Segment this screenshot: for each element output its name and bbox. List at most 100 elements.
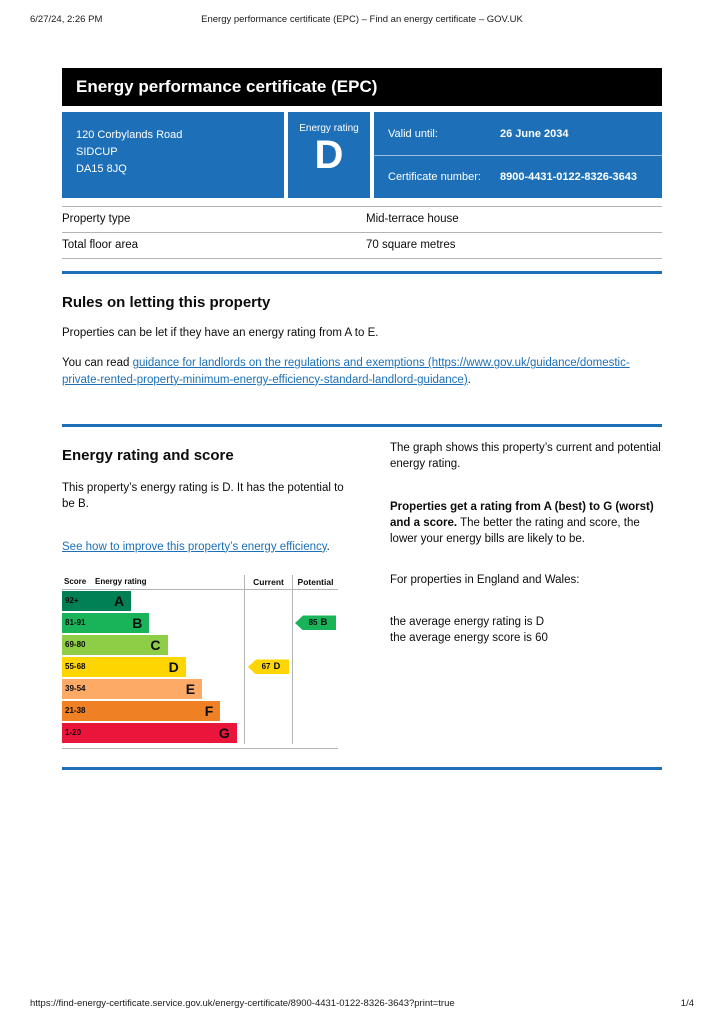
- valid-until-label: Valid until:: [388, 127, 438, 140]
- epc-band-b: 81-91 B: [62, 612, 150, 633]
- band-score-range: 55-68: [65, 662, 86, 672]
- browser-print-footer: https://find-energy-certificate.service.…: [30, 998, 694, 1009]
- score-column-header: Score: [64, 577, 87, 587]
- valid-until-value: 26 June 2034: [500, 127, 569, 140]
- potential-rating-arrow: 85 B: [295, 615, 336, 631]
- potential-rating-cell: [292, 589, 338, 612]
- band-score-range: 69-80: [65, 640, 86, 650]
- current-column-header: Current: [244, 574, 292, 589]
- epc-band-a: 92+ A: [62, 590, 132, 611]
- section-divider: [62, 766, 662, 770]
- energy-rating-box: Energy rating D: [288, 112, 370, 198]
- current-rating-cell: [244, 677, 292, 700]
- band-score-range: 81-91: [65, 618, 86, 628]
- band-letter: F: [204, 702, 214, 719]
- current-rating-arrow: 67 D: [248, 659, 289, 675]
- letting-guidance-text: You can read guidance for landlords on t…: [62, 355, 662, 388]
- guidance-text-prefix: You can read: [62, 357, 133, 370]
- epc-band-f: 21-38 F: [62, 700, 221, 721]
- band-cell: 1-20 G: [62, 722, 244, 744]
- band-letter: B: [132, 614, 143, 631]
- certificate-details-box: Valid until: 26 June 2034 Certificate nu…: [374, 112, 662, 198]
- potential-rating-cell: 85 B: [292, 611, 338, 634]
- table-row: Total floor area 70 square metres: [62, 232, 662, 259]
- rating-summary-text: This property’s energy rating is D. It h…: [62, 481, 344, 511]
- epc-chart-rows: 92+ A 81-91 B 85 B 69-80 C 55-68 D 67 D 39-54 E 21-38 F…: [62, 589, 338, 749]
- band-cell: 39-54 E: [62, 678, 244, 700]
- page-title: Energy performance certificate (EPC): [76, 77, 378, 96]
- potential-rating-cell: [292, 721, 338, 744]
- energy-rating-value: D: [314, 133, 344, 177]
- band-letter: D: [168, 658, 179, 675]
- band-letter: C: [150, 636, 161, 653]
- current-rating-cell: [244, 721, 292, 744]
- epc-band-row-e: 39-54 E: [62, 677, 338, 700]
- rating-section: Energy rating and score This property’s …: [62, 427, 662, 749]
- print-page-indicator: 1/4: [680, 998, 694, 1009]
- band-cell: 21-38 F: [62, 700, 244, 722]
- section-divider: [62, 423, 662, 427]
- epc-chart-header: Score Energy rating Current Potential: [62, 574, 338, 590]
- property-facts-table: Property type Mid-terrace house Total fl…: [62, 206, 662, 259]
- england-wales-text: For properties in England and Wales:: [390, 573, 580, 586]
- potential-rating-cell: [292, 677, 338, 700]
- band-cell: 81-91 B: [62, 612, 244, 634]
- address-line-2: SIDCUP: [76, 146, 118, 159]
- section-divider: [62, 271, 662, 274]
- certificate-number-label: Certificate number:: [388, 171, 481, 183]
- rating-section-right: The graph shows this property’s current …: [390, 427, 662, 647]
- potential-column-header: Potential: [292, 574, 338, 589]
- certificate-number-row: Certificate number: 8900-4431-0122-8326-…: [374, 155, 662, 198]
- graph-explainer-text: The graph shows this property’s current …: [390, 441, 661, 471]
- floor-area-value: 70 square metres: [366, 239, 456, 251]
- browser-print-header: 6/27/24, 2:26 PM Energy performance cert…: [0, 14, 724, 25]
- table-row: Property type Mid-terrace house: [62, 206, 662, 232]
- current-rating-cell: [244, 611, 292, 634]
- potential-rating-cell: [292, 699, 338, 722]
- epc-band-row-f: 21-38 F: [62, 699, 338, 722]
- valid-until-row: Valid until: 26 June 2034: [374, 112, 662, 155]
- epc-band-d: 55-68 D: [62, 656, 186, 677]
- energy-rating-column-header: Energy rating: [95, 577, 147, 587]
- potential-rating-arrow-letter: B: [320, 617, 328, 629]
- band-cell: 69-80 C: [62, 634, 244, 656]
- rating-explainer-rest: The better the rating and score, the low…: [390, 516, 640, 546]
- current-rating-cell: 67 D: [244, 655, 292, 678]
- band-score-range: 92+: [65, 596, 79, 606]
- current-rating-cell: [244, 699, 292, 722]
- average-score-text: the average energy score is 60: [390, 632, 548, 645]
- floor-area-label: Total floor area: [62, 239, 139, 251]
- rating-explainer-bold: Properties get a rating from A (best) to…: [390, 500, 654, 529]
- epc-chart-band-headers: Score Energy rating: [62, 577, 244, 586]
- band-score-range: 1-20: [65, 728, 82, 738]
- certificate-summary: 120 Corbylands Road SIDCUP DA15 8JQ Ener…: [62, 112, 662, 198]
- band-score-range: 21-38: [65, 706, 86, 716]
- print-datetime: 6/27/24, 2:26 PM: [30, 14, 103, 25]
- epc-band-row-a: 92+ A: [62, 589, 338, 612]
- epc-band-row-g: 1-20 G: [62, 721, 338, 744]
- epc-title-banner: Energy performance certificate (EPC): [62, 68, 662, 106]
- current-rating-arrow-letter: D: [273, 661, 281, 673]
- certificate-number-value: 8900-4431-0122-8326-3643: [500, 171, 638, 183]
- band-letter: G: [218, 724, 230, 741]
- address-line-1: 120 Corbylands Road: [76, 129, 183, 141]
- certificate-content: Energy performance certificate (EPC) 120…: [62, 68, 662, 770]
- epc-rating-chart: Score Energy rating Current Potential 92…: [62, 574, 338, 749]
- current-rating-cell: [244, 633, 292, 656]
- potential-rating-cell: [292, 655, 338, 678]
- energy-rating-label: Energy rating: [299, 123, 359, 134]
- improve-efficiency-link[interactable]: See how to improve this property’s energ…: [62, 540, 327, 553]
- address-line-3: DA15 8JQ: [76, 163, 127, 176]
- band-cell: 92+ A: [62, 590, 244, 612]
- epc-band-c: 69-80 C: [62, 634, 168, 655]
- guidance-text-suffix: .: [467, 373, 471, 386]
- band-letter: E: [185, 680, 196, 697]
- epc-band-row-b: 81-91 B 85 B: [62, 611, 338, 634]
- epc-band-row-c: 69-80 C: [62, 633, 338, 656]
- rating-explainer-text: Properties get a rating from A (best) to…: [390, 499, 662, 548]
- landlord-guidance-link[interactable]: guidance for landlords on the regulation…: [62, 357, 630, 386]
- epc-band-g: 1-20 G: [62, 722, 237, 743]
- improve-link-wrap: See how to improve this property’s energ…: [62, 539, 330, 555]
- property-type-value: Mid-terrace house: [366, 213, 459, 225]
